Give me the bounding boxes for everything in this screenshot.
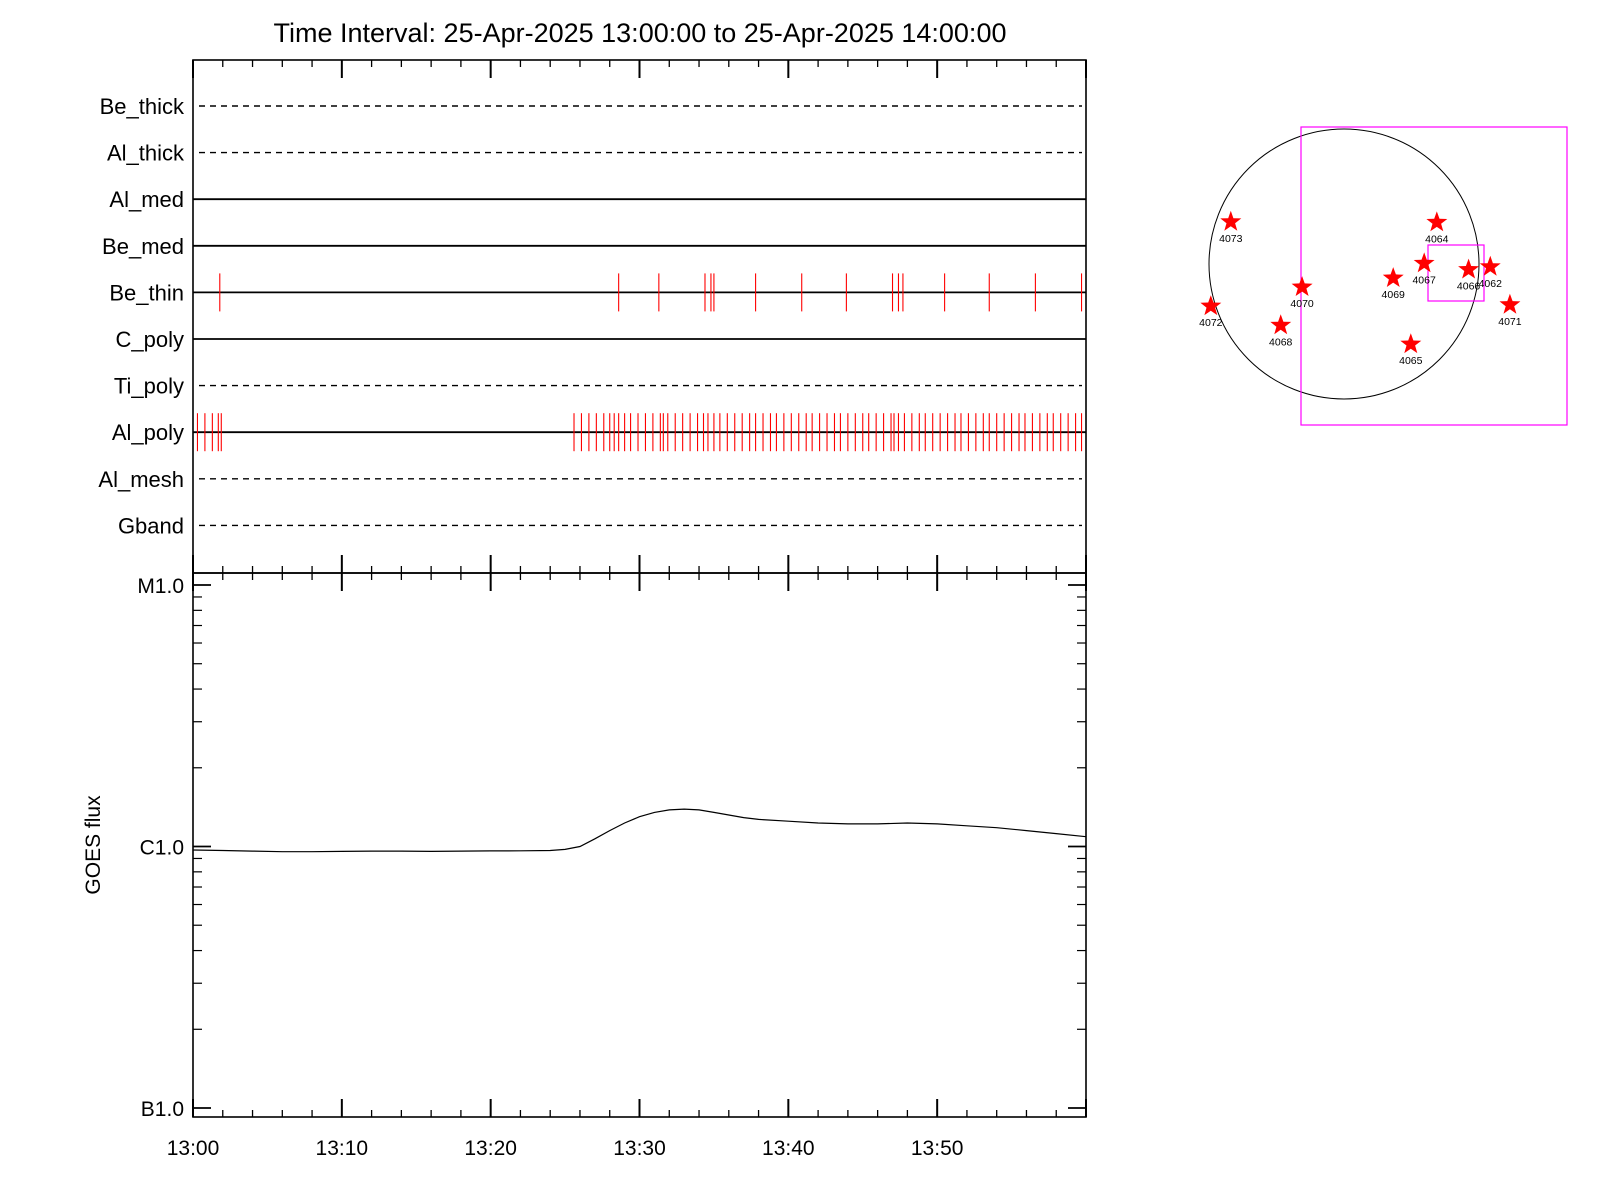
x-tick-label: 13:30: [613, 1137, 666, 1160]
channel-label: Al_med: [109, 187, 184, 212]
y-axis-label: GOES flux: [82, 795, 105, 895]
active-region-star: [1426, 211, 1448, 232]
x-tick-label: 13:10: [316, 1137, 369, 1160]
x-tick-label: 13:40: [762, 1137, 815, 1160]
x-tick-label: 13:20: [464, 1137, 517, 1160]
active-region-star: [1499, 293, 1521, 314]
y-tick-label: M1.0: [137, 575, 184, 598]
channel-label: Be_thin: [109, 280, 184, 305]
field-of-view-small: [1427, 244, 1485, 302]
active-region-star: [1270, 314, 1292, 335]
solar-disk: [1208, 128, 1480, 400]
x-tick-label: 13:00: [167, 1137, 220, 1160]
x-tick-labels: 13:00 13:10 13:20 13:30 13:40 13:50: [167, 1137, 964, 1160]
chart-title: Time Interval: 25-Apr-2025 13:00:00 to 2…: [274, 18, 1007, 48]
goes-frame: [192, 572, 1087, 1118]
active-region-star: [1413, 252, 1435, 273]
channel-label: Al_poly: [112, 420, 184, 445]
active-region-label: 4068: [1269, 336, 1293, 348]
active-region-label: 4073: [1219, 233, 1243, 245]
filter-channels: Be_thick Al_thick Al_med Be_med Be_thin C_pol…: [98, 94, 1086, 538]
channel-label: Be_thick: [100, 94, 185, 119]
channel-label: Al_thick: [107, 141, 185, 166]
y-tick-label: B1.0: [141, 1098, 184, 1121]
active-region-label: 4070: [1290, 298, 1314, 310]
channel-label: Al_mesh: [98, 467, 184, 492]
timeline-x-ticks: [192, 60, 1087, 573]
active-region-star: [1291, 276, 1313, 296]
channel-label: Ti_poly: [114, 374, 184, 399]
active-region-star: [1400, 333, 1422, 354]
active-region-star: [1458, 258, 1480, 279]
field-of-view-large: [1300, 126, 1568, 426]
goes-flux-panel: M1.0C1.0B1.0 GOES flux 13:00 13:10 13:20 13…: [82, 572, 1087, 1160]
active-region-star: [1382, 267, 1404, 287]
y-tick-label: C1.0: [140, 837, 184, 860]
channel-label: C_poly: [116, 327, 184, 352]
active-region-star: [1200, 295, 1222, 316]
channel-label: Gband: [118, 513, 184, 538]
goes-flux-curve: [192, 808, 1087, 853]
x-tick-label: 13:50: [911, 1137, 964, 1160]
active-region-star: [1220, 210, 1242, 231]
active-region-label: 4067: [1412, 274, 1436, 286]
active-region-label: 4062: [1479, 278, 1503, 290]
active-region-label: 4064: [1425, 233, 1449, 245]
channel-label: Be_med: [102, 234, 184, 259]
active-region-label: 4065: [1399, 355, 1423, 367]
active-region-label: 4072: [1199, 317, 1223, 329]
active-region-label: 4071: [1498, 316, 1522, 328]
active-region-star: [1479, 255, 1501, 276]
timeline-frame: [192, 59, 1087, 574]
active-region-label: 4066: [1457, 281, 1481, 293]
active-region-label: 4069: [1382, 289, 1406, 301]
goes-x-ticks: [192, 573, 1087, 1117]
filter-timeline-panel: Be_thick Al_thick Al_med Be_med Be_thin C_pol…: [98, 59, 1087, 574]
goes-y-ticks: M1.0 C1.0 B1.0: [137, 575, 1086, 1121]
